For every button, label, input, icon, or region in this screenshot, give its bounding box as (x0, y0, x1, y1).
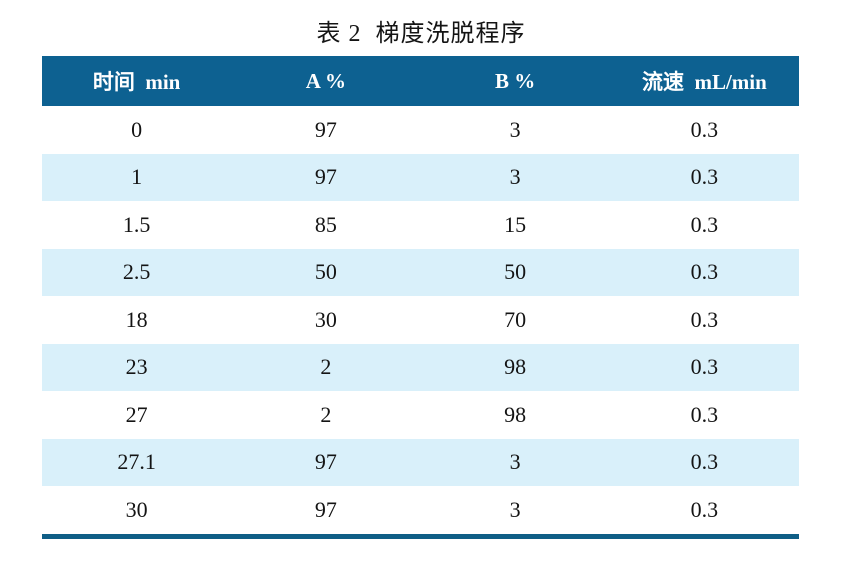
table-row: 27.1 97 3 0.3 (42, 438, 799, 486)
table-cell: 30 (125, 496, 148, 522)
table-cell: 3 (509, 449, 521, 475)
table-cell: 2 (320, 354, 332, 380)
header-cell-a-percent: A % (305, 68, 346, 93)
gradient-elution-table: 时间 min A % B % 流速 mL/min 0 97 3 0.3 1 97 3 0.3 1… (42, 56, 799, 539)
table-cell: 0.3 (690, 116, 719, 142)
table-cell: 50 (504, 259, 527, 285)
table-row: 23 2 98 0.3 (42, 343, 799, 391)
table-cell: 1.5 (122, 211, 151, 237)
table-cell: 0.3 (690, 259, 719, 285)
header-cell-time: 时间 min (92, 70, 181, 94)
table-row: 0 97 3 0.3 (42, 106, 799, 154)
table-cell: 2.5 (122, 259, 151, 285)
table-cell: 3 (509, 116, 521, 142)
table-cell: 2 (320, 401, 332, 427)
table-header-row: 时间 min A % B % 流速 mL/min (42, 56, 799, 106)
table-cell: 98 (504, 401, 527, 427)
table-cell: 0 (131, 116, 143, 142)
table-cell: 70 (504, 306, 527, 332)
header-cell-b-percent: B % (494, 68, 536, 93)
table-cell: 1 (131, 164, 143, 190)
table-cell: 0.3 (690, 211, 719, 237)
table-cell: 30 (314, 306, 337, 332)
table-cell: 0.3 (690, 306, 719, 332)
table-cell: 97 (314, 496, 337, 522)
table-cell: 97 (314, 449, 337, 475)
table-row: 1 97 3 0.3 (42, 153, 799, 201)
table-title: 表 2 梯度洗脱程序 (316, 21, 526, 47)
table-cell: 98 (504, 354, 527, 380)
table-cell: 3 (509, 496, 521, 522)
table-cell: 50 (314, 259, 337, 285)
table-cell: 18 (125, 306, 148, 332)
table-cell: 0.3 (690, 164, 719, 190)
table-row: 1.5 85 15 0.3 (42, 201, 799, 249)
table-cell: 0.3 (690, 401, 719, 427)
table-cell: 27 (125, 401, 148, 427)
table-cell: 3 (509, 164, 521, 190)
table-cell: 97 (314, 116, 337, 142)
header-cell-flow-rate: 流速 mL/min (641, 70, 767, 94)
table-cell: 0.3 (690, 449, 719, 475)
table-cell: 97 (314, 164, 337, 190)
table-row: 2.5 50 50 0.3 (42, 248, 799, 296)
table-cell: 15 (504, 211, 527, 237)
table-row: 18 30 70 0.3 (42, 296, 799, 344)
table-cell: 85 (314, 211, 337, 237)
table-cell: 23 (125, 354, 148, 380)
table-cell: 0.3 (690, 354, 719, 380)
table-row: 27 2 98 0.3 (42, 391, 799, 439)
table-cell: 0.3 (690, 496, 719, 522)
table-row: 30 97 3 0.3 (42, 486, 799, 534)
table-body: 0 97 3 0.3 1 97 3 0.3 1.5 85 15 0.3 2.5 50 50 0.3 18 30 70… (42, 106, 799, 534)
table-cell: 27.1 (117, 449, 156, 475)
